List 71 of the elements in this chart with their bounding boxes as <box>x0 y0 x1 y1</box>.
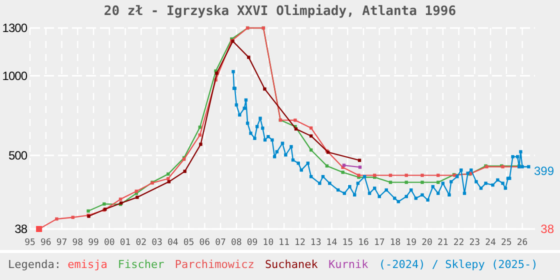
point <box>420 174 424 177</box>
x-tick-label: 12 <box>294 238 306 248</box>
point <box>167 180 171 184</box>
x-tick-label: 06 <box>199 238 210 248</box>
point <box>247 56 250 59</box>
point <box>388 174 392 177</box>
legend-title: Legenda: <box>8 258 61 271</box>
point <box>436 174 440 177</box>
point <box>136 196 139 199</box>
x-tick-label: 21 <box>437 238 448 248</box>
x-tick-label: 98 <box>72 238 84 248</box>
x-tick-label: 17 <box>374 238 385 248</box>
text: (-2024) / Sklepy (2025-) <box>378 258 538 271</box>
point <box>294 118 297 122</box>
point <box>404 180 408 184</box>
point <box>341 170 344 174</box>
point <box>215 72 218 75</box>
x-tick-label: 95 <box>24 238 36 248</box>
x-tick-label: 07 <box>215 238 226 248</box>
x-tick-label: 14 <box>326 238 338 248</box>
text: Suchanek <box>264 258 318 271</box>
x-tick-label: 05 <box>183 238 194 248</box>
x-tick-label: 02 <box>136 238 147 248</box>
point <box>102 202 106 206</box>
point <box>86 209 90 213</box>
x-tick-label: 09 <box>246 238 258 248</box>
x-tick-label: 19 <box>406 238 417 248</box>
x-tick-label: 11 <box>278 238 290 248</box>
y-tick-label: 500 <box>8 148 28 163</box>
x-tick-label: 04 <box>168 238 178 248</box>
x-tick-label: 24 <box>485 238 496 248</box>
x-tick-label: 22 <box>453 238 464 248</box>
x-tick-label: 18 <box>390 238 401 248</box>
point <box>358 166 362 169</box>
y-tick-label: 38 <box>14 222 28 236</box>
point <box>404 174 408 177</box>
x-tick-label: 10 <box>262 238 274 248</box>
point <box>198 126 202 129</box>
annotation: 399 <box>534 164 554 178</box>
x-tick-label: 23 <box>469 238 480 248</box>
point <box>263 87 266 91</box>
x-tick-label: 03 <box>152 238 162 248</box>
x-tick-label: 25 <box>500 238 512 248</box>
y-tick-label: 1000 <box>2 68 28 83</box>
text: emisja <box>68 258 108 271</box>
x-tick-label: 20 <box>422 238 432 248</box>
x-tick-label: 08 <box>231 238 242 248</box>
point <box>118 198 122 201</box>
x-tick-label: 97 <box>56 238 68 248</box>
x-tick-label: 13 <box>310 238 322 248</box>
point <box>166 177 170 180</box>
text: Kurnik <box>328 258 369 271</box>
point <box>55 217 58 221</box>
point <box>388 180 392 184</box>
point <box>183 170 186 173</box>
text: Fischer <box>118 258 165 271</box>
x-tick-label: 15 <box>342 238 354 248</box>
y-tick-label: 1300 <box>2 21 28 36</box>
x-tick-label: 99 <box>88 238 99 248</box>
x-tick-label: 26 <box>516 238 528 248</box>
point <box>166 172 170 176</box>
point <box>199 142 202 146</box>
point <box>420 180 424 184</box>
text: Parchimowicz <box>174 258 254 271</box>
x-tick-label: 01 <box>120 238 131 248</box>
x-tick-label: 00 <box>104 238 115 248</box>
point <box>436 180 440 184</box>
x-tick-label: 96 <box>40 238 52 248</box>
x-tick-label: 16 <box>358 238 369 248</box>
text: 38 <box>540 222 554 236</box>
chart-title: 20 zł - Igrzyska XXVI Olimpiady, Atlanta 1996 <box>104 4 456 19</box>
